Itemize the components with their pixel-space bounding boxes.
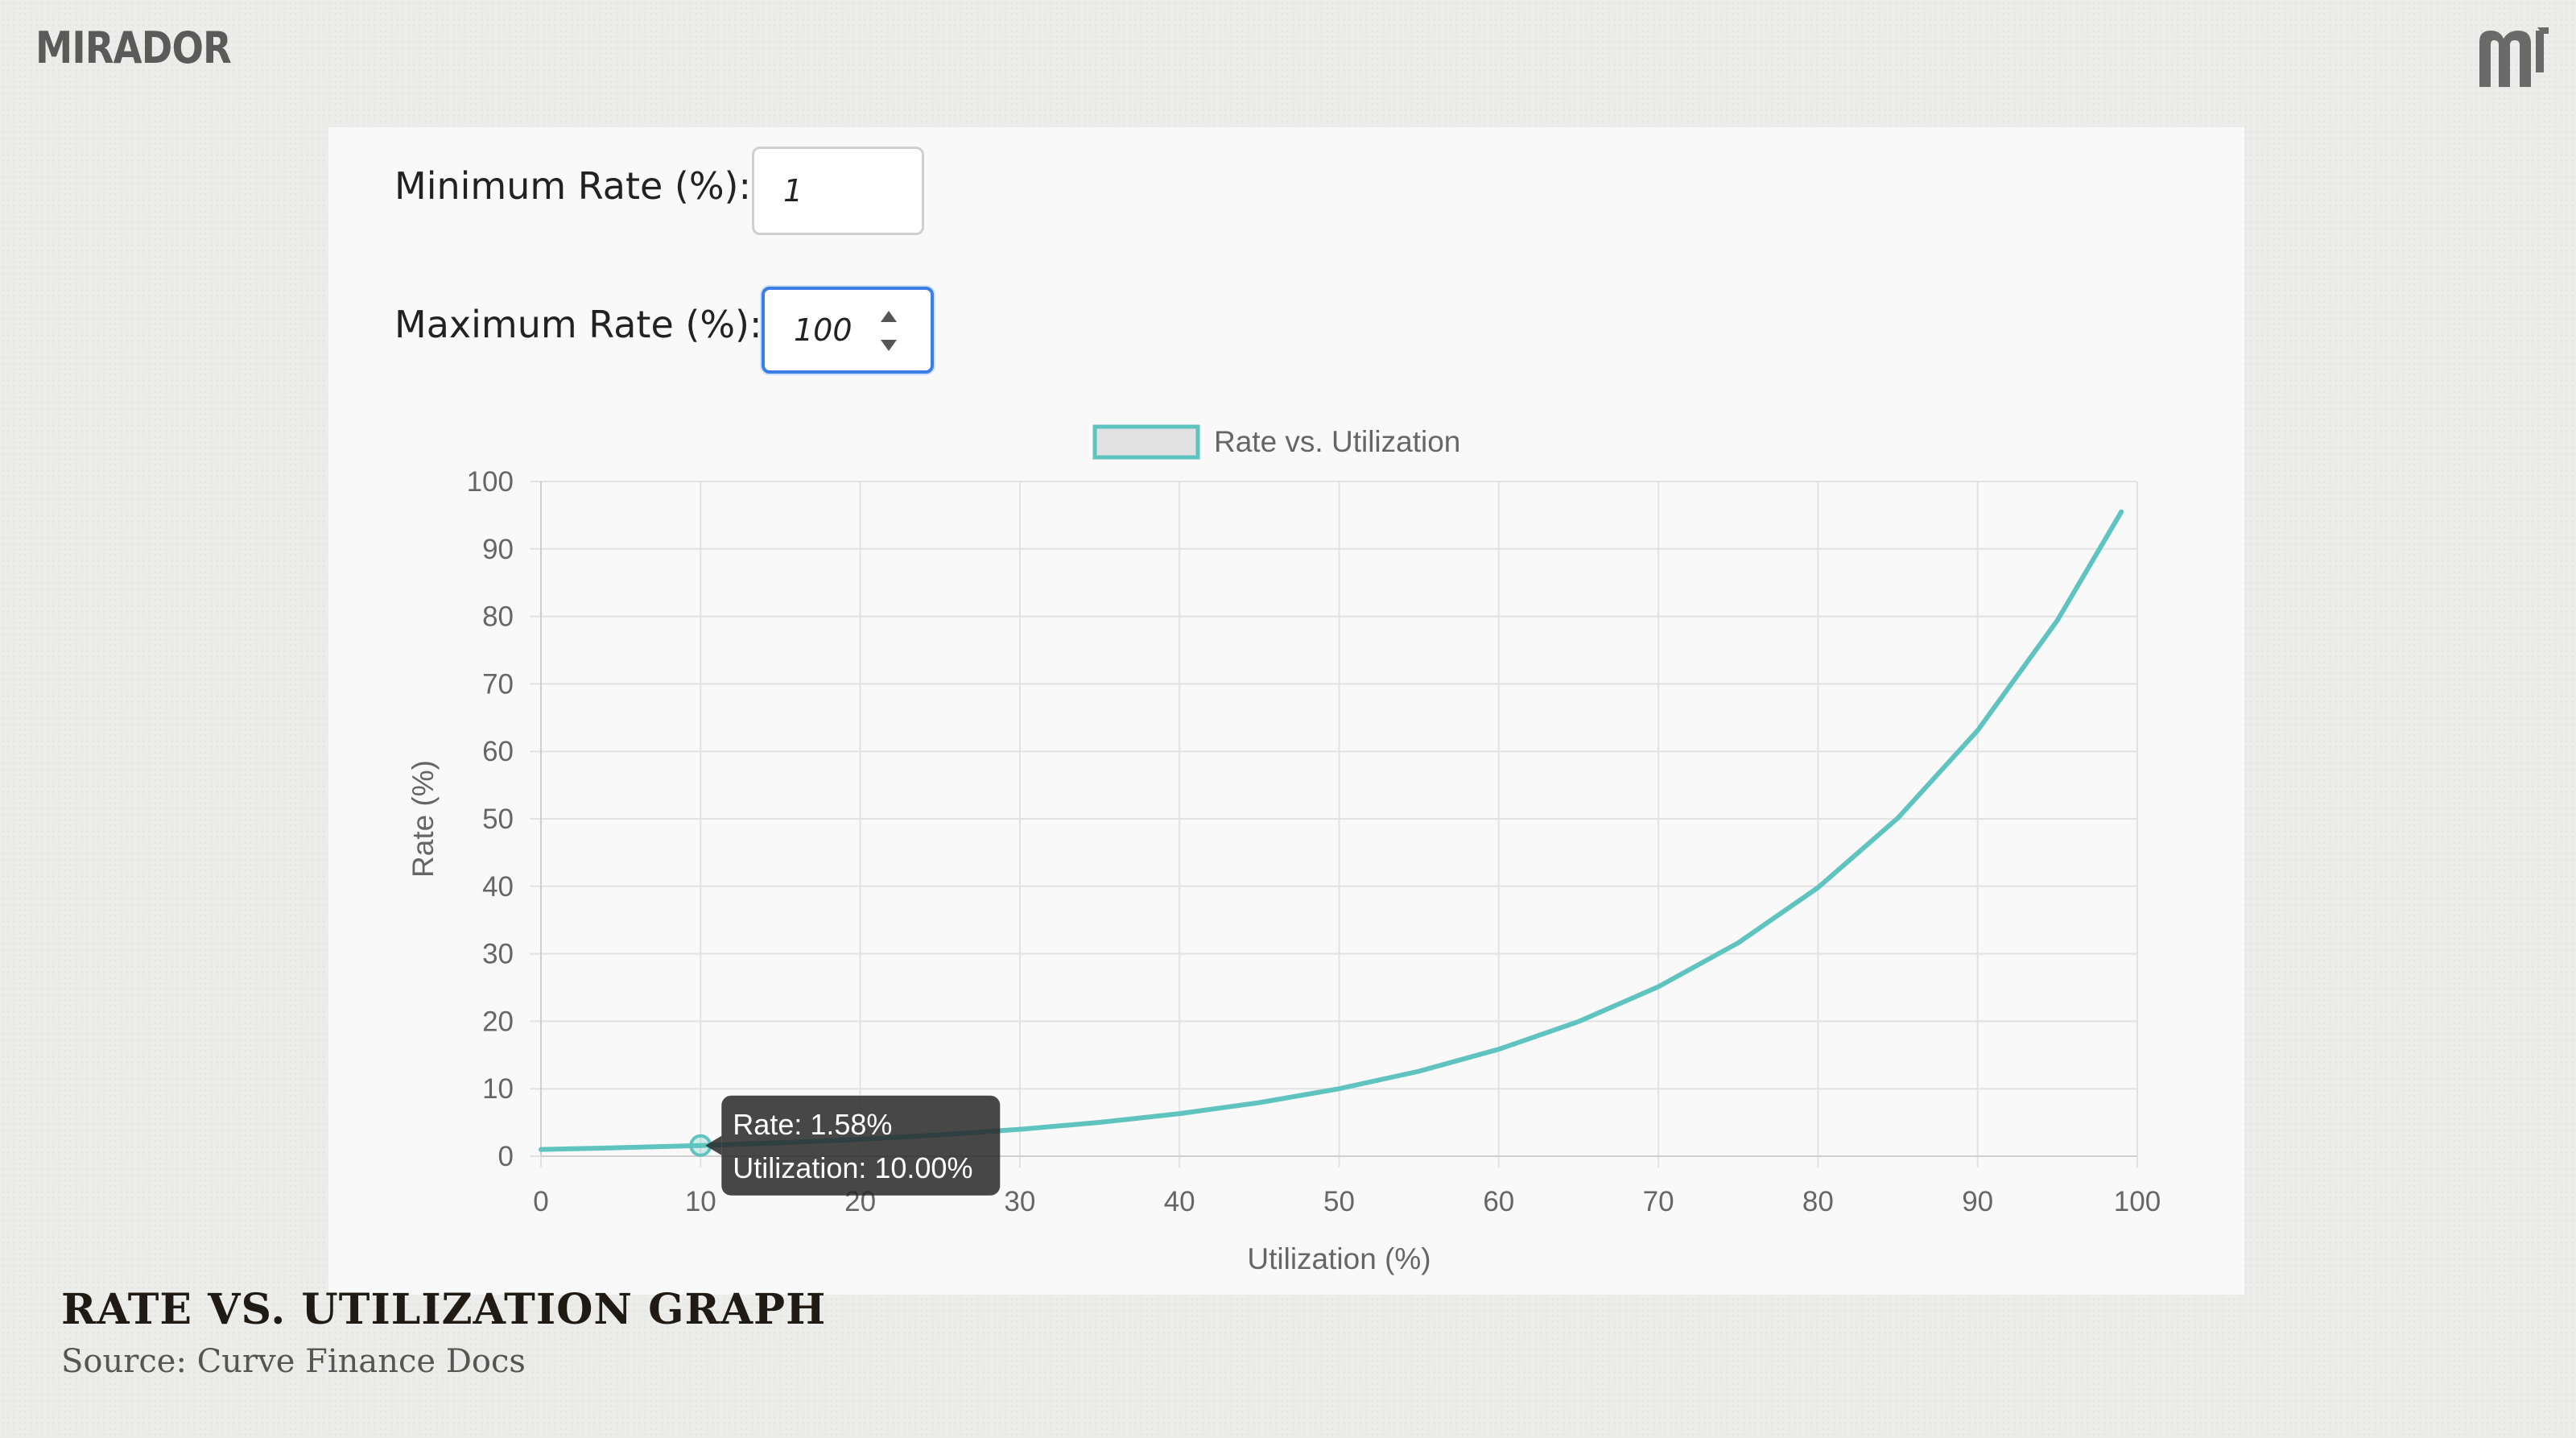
- spinner-down-icon[interactable]: [881, 340, 897, 351]
- x-tick-label: 0: [533, 1186, 548, 1217]
- max-rate-input[interactable]: 100: [762, 287, 934, 374]
- x-tick-label: 70: [1643, 1186, 1674, 1217]
- min-rate-input[interactable]: 1: [752, 147, 924, 235]
- number-spinner[interactable]: [877, 311, 900, 351]
- max-rate-label: Maximum Rate (%):: [394, 303, 762, 346]
- y-tick-label: 100: [467, 466, 514, 498]
- x-tick-label: 30: [1004, 1186, 1035, 1217]
- tooltip-box: [721, 1095, 1001, 1196]
- brand-logo: MIRADOR: [35, 23, 232, 73]
- x-tick-label: 100: [2114, 1186, 2161, 1217]
- min-rate-value: 1: [783, 173, 803, 209]
- y-tick-label: 70: [482, 668, 514, 700]
- y-tick-label: 10: [482, 1073, 514, 1105]
- tooltip-rate-text: Rate: 1.58%: [733, 1108, 892, 1141]
- x-tick-label: 40: [1164, 1186, 1195, 1217]
- y-tick-label: 0: [498, 1141, 514, 1172]
- y-tick-label: 40: [482, 871, 514, 903]
- y-tick-label: 20: [482, 1006, 514, 1037]
- caption-title: RATE VS. UTILIZATION GRAPH: [61, 1285, 827, 1334]
- min-rate-label: Minimum Rate (%):: [394, 164, 751, 208]
- y-tick-label: 60: [482, 736, 514, 767]
- mirador-m-logo-icon: [2479, 27, 2549, 87]
- x-tick-label: 80: [1802, 1186, 1834, 1217]
- tooltip-utilization-text: Utilization: 10.00%: [733, 1151, 972, 1184]
- x-tick-label: 50: [1323, 1186, 1355, 1217]
- x-tick-label: 10: [685, 1186, 716, 1217]
- y-tick-label: 50: [482, 804, 514, 835]
- y-axis-title: Rate (%): [407, 760, 440, 878]
- series-line-rate-vs-utilization: [539, 509, 2124, 1152]
- legend-label: Rate vs. Utilization: [1214, 425, 1460, 458]
- max-rate-value: 100: [794, 312, 852, 348]
- y-tick-label: 30: [482, 939, 514, 970]
- spinner-up-icon[interactable]: [881, 311, 897, 322]
- caption-source: Source: Curve Finance Docs: [61, 1343, 526, 1380]
- y-tick-label: 90: [482, 534, 514, 565]
- x-axis-title: Utilization (%): [1247, 1242, 1430, 1275]
- tooltip-caret: [705, 1135, 722, 1155]
- x-tick-label: 60: [1483, 1186, 1514, 1217]
- y-tick-label: 80: [482, 601, 514, 633]
- legend-swatch: [1092, 424, 1200, 460]
- x-tick-label: 90: [1962, 1186, 1993, 1217]
